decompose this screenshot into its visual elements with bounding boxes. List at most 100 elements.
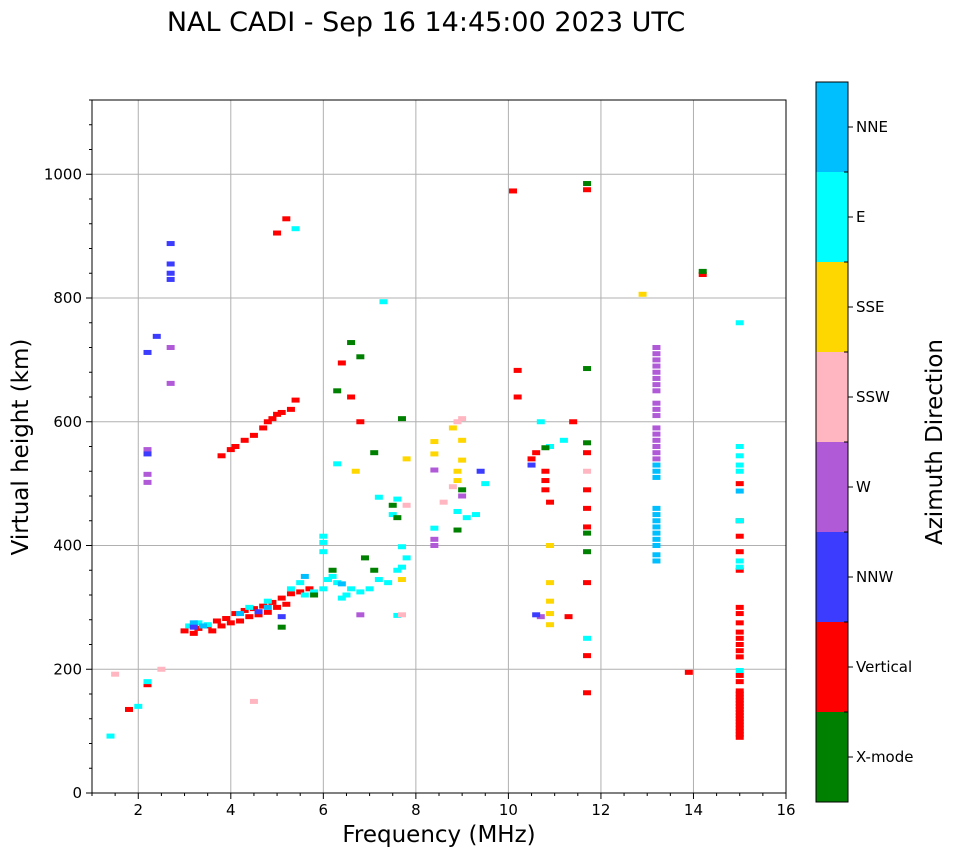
point-vertical: [282, 216, 291, 222]
point-vertical: [735, 635, 744, 641]
point-vertical: [583, 187, 592, 193]
colorbar-segment-e: [816, 172, 848, 262]
point-ssw: [439, 499, 448, 505]
point-e: [735, 667, 744, 673]
point-e: [430, 525, 439, 531]
point-vertical: [735, 722, 744, 728]
point-vertical: [226, 447, 235, 453]
point-vertical: [527, 456, 536, 462]
point-w: [356, 612, 365, 618]
point-vertical: [212, 618, 221, 624]
point-vertical: [698, 271, 707, 277]
point-nnw: [166, 261, 175, 267]
point-e: [735, 468, 744, 474]
point-vertical: [249, 432, 258, 438]
point-sse: [430, 439, 439, 445]
point-sse: [397, 577, 406, 583]
point-nne: [652, 505, 661, 511]
point-e: [374, 577, 383, 583]
point-nne: [652, 468, 661, 474]
point-e: [185, 623, 194, 629]
point-w: [458, 493, 467, 499]
point-e: [194, 620, 203, 626]
point-vertical: [541, 478, 550, 484]
point-vertical: [735, 549, 744, 555]
point-w: [652, 413, 661, 419]
point-vertical: [735, 629, 744, 635]
point-w: [652, 437, 661, 443]
point-nnw: [277, 614, 286, 620]
y-tick-label: 400: [53, 537, 82, 555]
point-ssw: [453, 419, 462, 425]
point-nne: [652, 552, 661, 558]
point-x-mode: [277, 624, 286, 630]
point-vertical: [263, 419, 272, 425]
point-nne: [652, 462, 661, 468]
point-w: [652, 450, 661, 456]
point-e: [735, 518, 744, 524]
point-vertical: [143, 682, 152, 688]
point-vertical: [277, 595, 286, 601]
point-x-mode: [458, 487, 467, 493]
point-vertical: [268, 416, 277, 422]
point-ssw: [402, 502, 411, 508]
point-ssw: [249, 698, 258, 704]
point-nne: [652, 536, 661, 542]
point-vertical: [222, 616, 231, 622]
point-vertical: [564, 614, 573, 620]
point-nnw: [143, 349, 152, 355]
point-vertical: [236, 618, 245, 624]
point-ssw: [397, 612, 406, 618]
point-vertical: [583, 524, 592, 530]
point-e: [365, 586, 374, 592]
point-x-mode: [347, 340, 356, 346]
x-tick-label: 4: [226, 801, 236, 819]
point-nne: [652, 530, 661, 536]
point-vertical: [735, 533, 744, 539]
point-w: [143, 479, 152, 485]
x-axis-ticks: 2 4 6 8 10 12 14 16: [91, 793, 796, 819]
point-e: [319, 539, 328, 545]
point-nne: [652, 524, 661, 530]
point-vertical: [356, 419, 365, 425]
point-vertical: [532, 450, 541, 456]
point-vertical: [735, 688, 744, 694]
colorbar-frame: [815, 81, 849, 803]
point-e: [735, 453, 744, 459]
point-vertical: [180, 628, 189, 634]
point-nne: [189, 620, 198, 626]
point-e: [735, 320, 744, 326]
point-e: [106, 733, 115, 739]
point-w: [652, 456, 661, 462]
point-w: [652, 444, 661, 449]
point-vertical: [583, 690, 592, 696]
point-vertical: [240, 437, 249, 443]
point-vertical: [286, 406, 295, 412]
colorbar-segment-nnw: [816, 532, 848, 622]
point-vertical: [513, 394, 522, 400]
point-e: [735, 462, 744, 468]
point-ssw: [111, 671, 120, 677]
point-vertical: [735, 611, 744, 617]
point-vertical: [231, 444, 240, 449]
point-e: [319, 533, 328, 539]
point-x-mode: [698, 268, 707, 274]
point-nnw: [476, 468, 485, 474]
point-nne: [652, 518, 661, 524]
point-w: [652, 382, 661, 388]
point-e: [546, 444, 555, 449]
point-e: [333, 461, 342, 467]
point-vertical: [735, 703, 744, 709]
y-tick-label: 1000: [44, 165, 82, 183]
point-x-mode: [583, 181, 592, 187]
point-x-mode: [388, 502, 397, 508]
point-e: [296, 580, 305, 586]
point-e: [203, 622, 212, 628]
colorbar-label: Azimuth Direction: [922, 339, 948, 545]
colorbar-segment-sse: [816, 262, 848, 352]
point-w: [652, 406, 661, 412]
point-vertical: [125, 706, 134, 712]
point-vertical: [583, 450, 592, 456]
point-vertical: [735, 481, 744, 487]
